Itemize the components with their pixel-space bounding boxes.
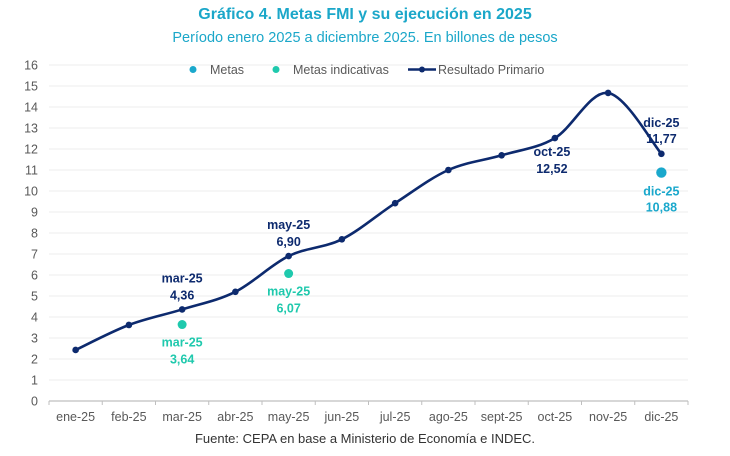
resultado-primario-point-dic-25: [658, 150, 665, 158]
y-tick-label: 0: [31, 395, 38, 409]
metas-label-dic-25-month: dic-25: [643, 185, 679, 199]
x-tick-label: jun-25: [324, 410, 360, 424]
resultado-primario-label-may-25-value: 6,90: [276, 235, 300, 249]
data-labels: mar-25 4,36 may-25 6,90 oct-25 12,52 dic-25 11,…: [162, 116, 680, 367]
y-tick-label: 5: [31, 290, 38, 304]
x-tick-label: mar-25: [162, 410, 202, 424]
y-tick-label: 8: [31, 227, 38, 241]
y-tick-label: 7: [31, 248, 38, 262]
x-tick-label: oct-25: [538, 410, 573, 424]
resultado-primario-point-ene-25: [72, 346, 79, 354]
resultado-primario-label-mar-25-value: 4,36: [170, 288, 194, 302]
y-tick-label: 15: [24, 80, 38, 94]
y-tick-label: 9: [31, 206, 38, 220]
resultado-primario-point-nov-25: [604, 89, 612, 97]
x-tick-label: feb-25: [111, 410, 146, 424]
legend: Metas Metas indicativas Resultado Primario: [189, 63, 544, 77]
y-tick-label: 12: [24, 143, 38, 157]
x-tick-label: ago-25: [429, 410, 468, 424]
series-layer: [72, 89, 667, 354]
resultado-primario-label-may-25-month: may-25: [267, 218, 310, 232]
chart-title: Gráfico 4. Metas FMI y su ejecución en 2…: [198, 6, 532, 23]
resultado-primario-point-oct-25: [551, 134, 559, 142]
metas-indicativas-point-mar-25: [177, 320, 187, 330]
metas-indicativas-label-may-25-month: may-25: [267, 285, 310, 299]
metas-label-dic-25-value: 10,88: [646, 201, 677, 215]
x-tick-label: may-25: [268, 410, 310, 424]
resultado-primario-point-sept-25: [498, 152, 505, 159]
source-note: Fuente: CEPA en base a Ministerio de Eco…: [194, 431, 536, 446]
y-tick-label: 6: [31, 269, 38, 283]
legend-marker-metas: [189, 66, 197, 73]
legend-marker-resultado-dot: [419, 66, 425, 73]
x-tick-label: ene-25: [56, 410, 95, 424]
resultado-primario-label-oct-25-value: 12,52: [536, 162, 567, 176]
gridlines: [49, 64, 688, 381]
y-tick-label: 13: [24, 122, 38, 136]
resultado-primario-point-feb-25: [125, 321, 133, 329]
resultado-primario-point-mar-25: [178, 306, 186, 313]
y-tick-label: 11: [25, 164, 38, 178]
x-tick-label: jul-25: [379, 410, 411, 424]
resultado-primario-point-jun-25: [338, 236, 346, 243]
y-tick-label: 2: [31, 353, 38, 367]
legend-label-metas-indicativas: Metas indicativas: [293, 63, 389, 77]
y-tick-label: 1: [31, 374, 38, 388]
y-tick-label: 4: [31, 311, 38, 325]
y-tick-label: 14: [24, 101, 38, 115]
resultado-primario-point-jul-25: [391, 199, 399, 207]
resultado-primario-label-dic-25-value: 11,77: [646, 132, 677, 146]
metas-indicativas-label-mar-25-value: 3,64: [170, 353, 194, 367]
y-tick-label: 10: [24, 185, 38, 199]
legend-label-metas: Metas: [210, 63, 244, 77]
metas-indicativas-label-may-25-value: 6,07: [276, 302, 300, 316]
resultado-primario-point-ago-25: [445, 166, 452, 174]
legend-label-resultado: Resultado Primario: [438, 63, 544, 77]
chart-subtitle: Período enero 2025 a diciembre 2025. En …: [172, 30, 558, 46]
resultado-primario-label-oct-25-month: oct-25: [533, 145, 570, 159]
resultado-primario-label-mar-25-month: mar-25: [162, 271, 203, 285]
legend-marker-metas-indicativas: [272, 66, 280, 73]
x-tick-label: sept-25: [481, 410, 523, 424]
x-tick-label: dic-25: [644, 410, 678, 424]
x-axis: ene-25 feb-25 mar-25 abr-25 may-25 jun-25 jul-…: [48, 400, 689, 424]
y-tick-label: 16: [24, 59, 38, 73]
resultado-primario-point-may-25: [285, 252, 292, 260]
metas-indicativas-point-may-25: [284, 269, 294, 279]
x-tick-label: nov-25: [589, 410, 627, 424]
y-tick-label: 3: [31, 332, 38, 346]
x-tick-label: abr-25: [217, 410, 253, 424]
resultado-primario-label-dic-25-month: dic-25: [643, 116, 679, 130]
resultado-primario-point-abr-25: [232, 288, 239, 296]
metas-point-dic-25: [656, 167, 667, 178]
resultado-primario-line: [75, 91, 663, 352]
metas-indicativas-label-mar-25-month: mar-25: [162, 336, 203, 350]
